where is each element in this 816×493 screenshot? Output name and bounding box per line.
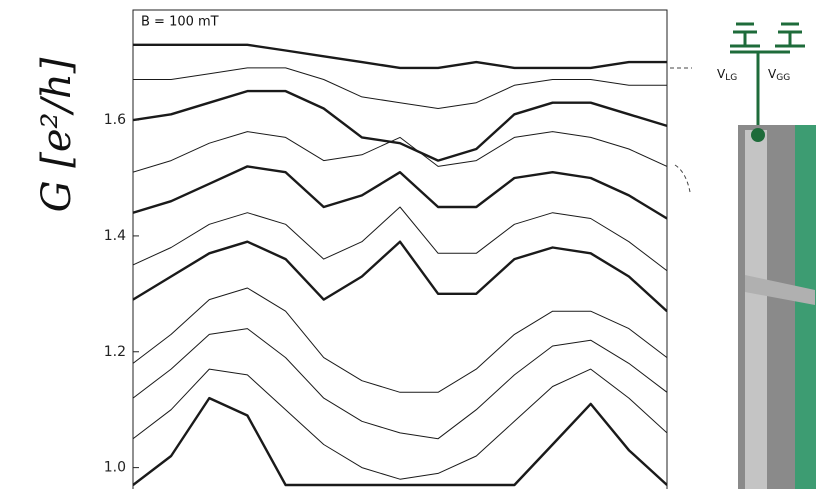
curve xyxy=(133,288,667,392)
connector xyxy=(675,165,690,192)
curve xyxy=(133,242,667,312)
sem-gate xyxy=(795,125,816,489)
curve xyxy=(133,398,667,485)
sem-wire xyxy=(745,130,767,489)
gate-contact xyxy=(751,128,765,142)
y-tick-label: 1.0 xyxy=(104,460,126,476)
curve xyxy=(133,132,667,173)
curve xyxy=(133,369,667,479)
gate-label: VGG xyxy=(768,67,790,83)
curve xyxy=(133,329,667,439)
y-axis-label: G [e²/h] xyxy=(34,57,80,212)
curve xyxy=(133,45,667,68)
curve xyxy=(133,207,667,271)
figure: G [e²/h] B = 100 mT VLG VGG 1.0 1.2 1.4 1.6 xyxy=(0,0,816,489)
y-tick-label: 1.4 xyxy=(104,228,126,244)
y-tick-label: 1.2 xyxy=(104,344,126,360)
y-tick-label: 1.6 xyxy=(104,112,126,128)
gate-label-sub: GG xyxy=(776,73,790,83)
curve xyxy=(133,166,667,218)
plot-frame xyxy=(133,10,667,489)
curve xyxy=(133,91,667,161)
gate-label-sub: LG xyxy=(725,73,737,83)
gate-label: VLG xyxy=(717,67,737,83)
curves xyxy=(133,45,667,485)
annotation: B = 100 mT xyxy=(141,15,219,30)
